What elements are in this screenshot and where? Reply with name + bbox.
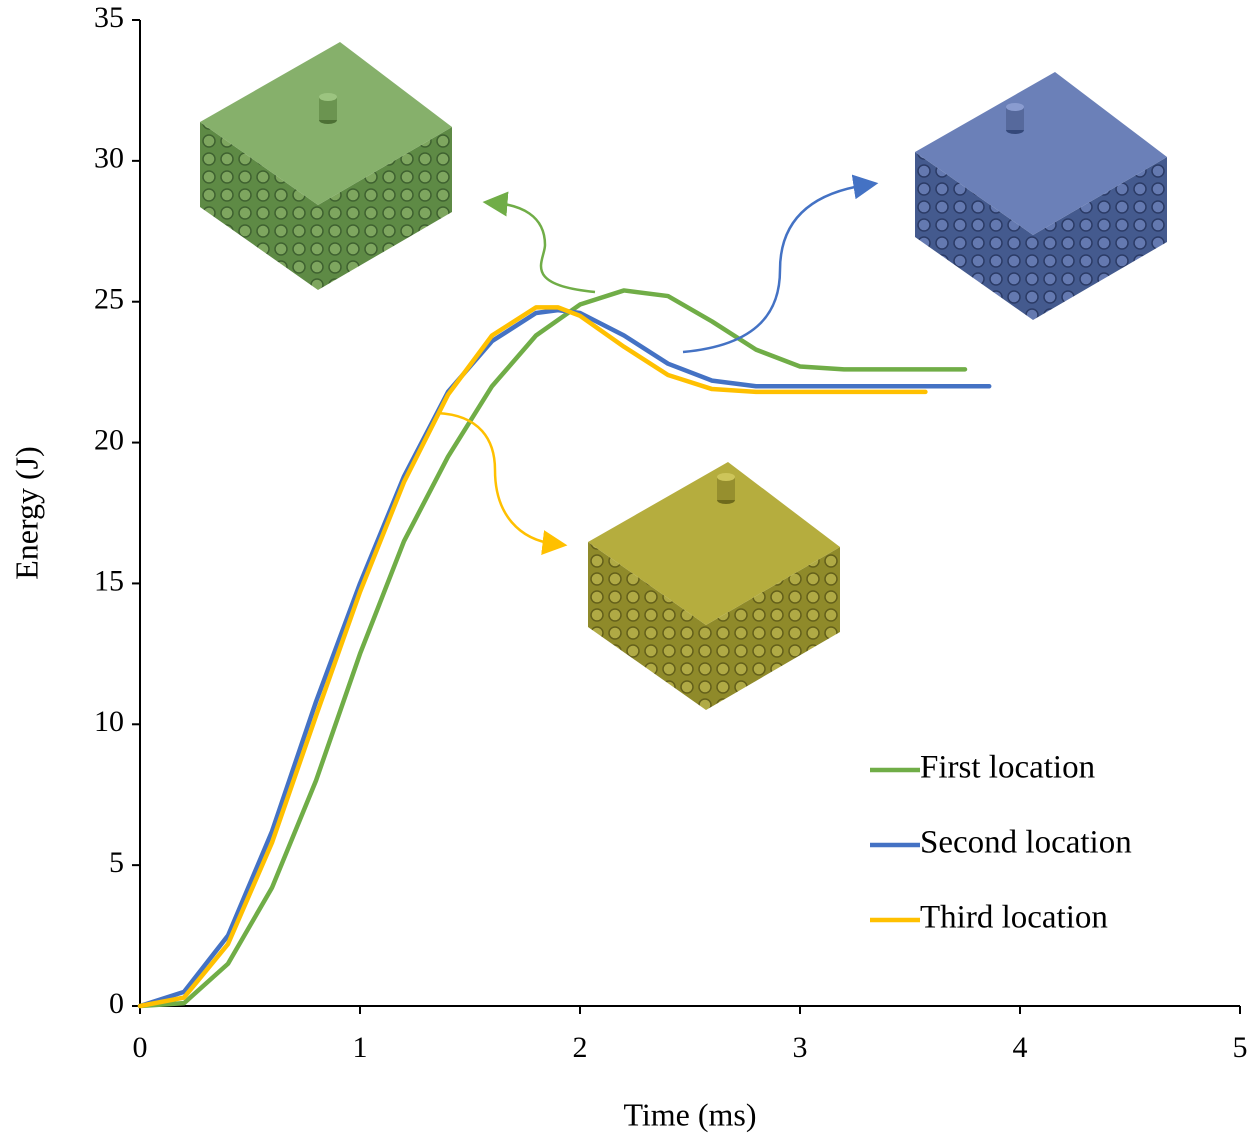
y-tick-label: 15 bbox=[94, 564, 124, 597]
y-tick-label: 20 bbox=[94, 423, 124, 456]
y-tick-label: 35 bbox=[94, 1, 124, 34]
x-tick-label: 5 bbox=[1233, 1031, 1248, 1064]
y-tick-label: 10 bbox=[94, 705, 124, 738]
data-line bbox=[137, 288, 968, 1009]
y-tick-label: 30 bbox=[94, 142, 124, 175]
yellow-box bbox=[588, 462, 840, 710]
data-line bbox=[137, 307, 992, 1009]
x-tick-label: 3 bbox=[793, 1031, 808, 1064]
x-tick-label: 4 bbox=[1013, 1031, 1028, 1064]
green-box bbox=[200, 42, 452, 290]
legend-label: Third location bbox=[920, 900, 1108, 936]
arrow bbox=[682, 174, 879, 354]
y-tick-label: 0 bbox=[109, 987, 124, 1020]
y-tick-label: 25 bbox=[94, 283, 124, 316]
x-tick-label: 2 bbox=[573, 1031, 588, 1064]
y-axis-label: Energy (J) bbox=[8, 446, 44, 580]
blue-box bbox=[915, 72, 1167, 320]
legend-label: First location bbox=[920, 750, 1095, 786]
x-tick-label: 0 bbox=[133, 1031, 148, 1064]
legend-label: Second location bbox=[920, 825, 1132, 861]
arrow bbox=[436, 411, 568, 555]
plot-area: 0 5 10 15 20 25 30 35 0 1 2 3 4 5 bbox=[94, 1, 1248, 1064]
y-tick-label: 5 bbox=[109, 846, 124, 879]
data-line bbox=[137, 305, 928, 1009]
x-tick-label: 1 bbox=[353, 1031, 368, 1064]
arrow bbox=[482, 191, 596, 294]
x-axis-label: Time (ms) bbox=[623, 1096, 756, 1132]
